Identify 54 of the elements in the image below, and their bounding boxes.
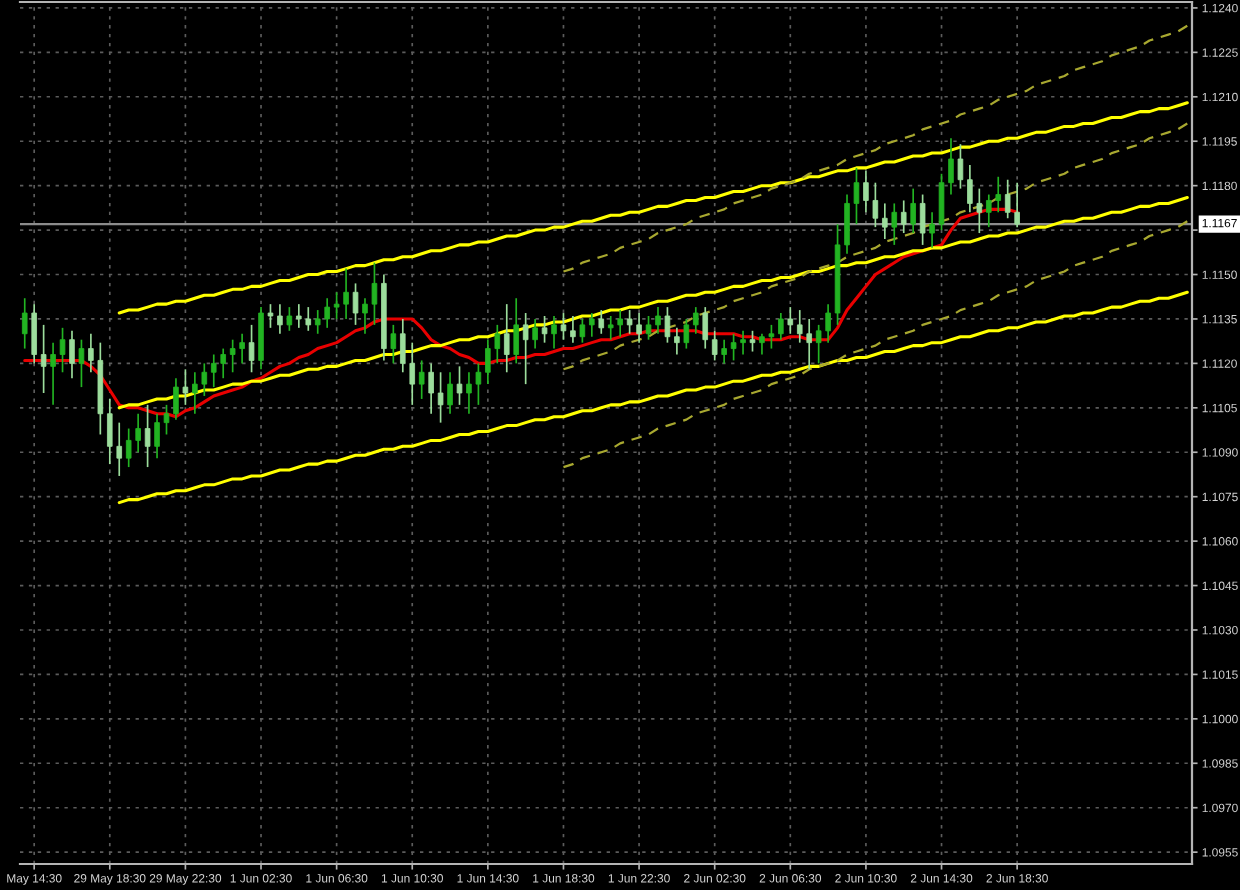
candlestick <box>69 329 75 380</box>
candlestick <box>900 199 907 234</box>
candlestick <box>778 312 784 341</box>
line-series <box>562 24 1189 273</box>
candlestick <box>702 306 709 350</box>
candlestick <box>674 327 680 356</box>
candlestick <box>78 338 85 388</box>
line-series <box>562 122 1189 371</box>
candlestick <box>248 324 255 374</box>
candlestick <box>258 306 264 371</box>
candlestick <box>40 324 47 394</box>
candlestick <box>589 312 595 338</box>
candlestick <box>693 306 699 335</box>
candlestick <box>352 282 359 326</box>
candlestick <box>551 315 557 350</box>
candlestick <box>428 362 434 415</box>
candlestick <box>721 338 727 365</box>
candlestick <box>787 306 794 335</box>
candlestick <box>957 143 964 190</box>
candlestick <box>390 324 397 365</box>
candlestick <box>21 297 28 350</box>
candlestick <box>711 329 718 362</box>
candlestick <box>513 297 519 365</box>
candlestick <box>882 202 888 240</box>
candlestick <box>919 193 926 246</box>
candlestick <box>182 368 189 406</box>
candlestick <box>598 309 605 335</box>
candlestick <box>59 327 66 374</box>
candlestick <box>277 303 283 335</box>
candlestick <box>437 371 444 424</box>
candlestick <box>664 306 671 344</box>
candlestick <box>456 365 463 406</box>
candlestick <box>418 359 425 400</box>
candlestick <box>560 312 567 341</box>
candlestick <box>891 202 898 246</box>
candlestick <box>532 318 538 350</box>
candlestick <box>541 315 548 344</box>
candlestick <box>50 341 56 406</box>
candlestick <box>749 329 756 353</box>
candlestick <box>503 303 510 374</box>
candlestick <box>522 312 529 385</box>
candlestick <box>579 318 586 344</box>
line-series <box>117 290 1189 505</box>
candlestick <box>570 315 576 344</box>
line-series <box>562 220 1189 469</box>
candlestick <box>910 187 916 234</box>
line-series <box>117 101 1189 315</box>
candlestick <box>286 306 293 332</box>
candlestick <box>144 404 151 468</box>
candlestick <box>267 303 274 329</box>
candlestick <box>683 318 690 350</box>
candlestick <box>31 303 37 365</box>
candlestick <box>929 211 935 249</box>
candlestick <box>447 371 453 415</box>
